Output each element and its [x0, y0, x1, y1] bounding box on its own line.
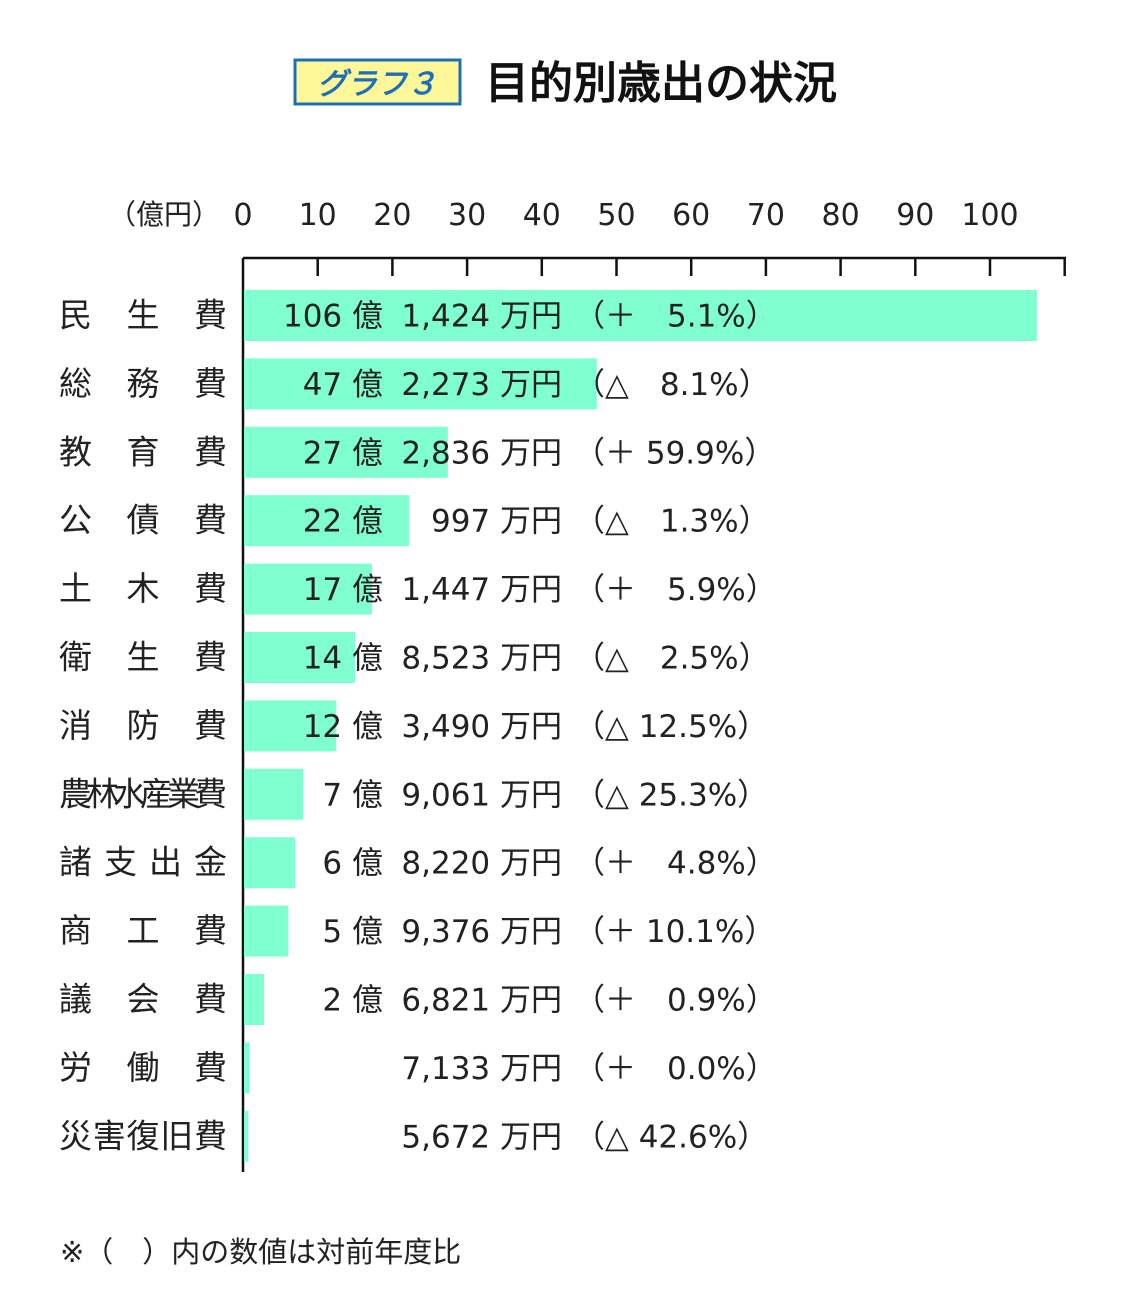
chart-title: 目的別歳出の状況 [485, 58, 837, 109]
x-tick-label: 90 [896, 198, 934, 233]
value-label-man: 3,490 万円 [401, 709, 562, 745]
value-label-man: 6,821 万円 [401, 983, 562, 1019]
bar [244, 563, 373, 615]
x-tick-label: 100 [961, 198, 1018, 233]
bar [244, 1110, 249, 1162]
x-tick-label: 0 [233, 198, 252, 233]
x-axis-ticks: 0 10 20 30 40 50 60 70 80 90 100 [233, 198, 1066, 276]
title-badge [293, 58, 462, 106]
value-label-change: （△ 42.6%） [574, 1119, 768, 1155]
x-tick-label: 10 [299, 198, 337, 233]
value-label-man: 2,273 万円 [401, 367, 562, 403]
value-label-man: 9,061 万円 [401, 777, 562, 813]
value-label-change: （＋ 4.8%） [574, 846, 777, 882]
value-label-oku: 12 億 [303, 709, 383, 745]
value-label-change: （△ 2.5%） [574, 641, 770, 677]
x-tick-label: 50 [597, 198, 635, 233]
category-label: 災害復旧費 [59, 1116, 227, 1155]
x-tick-label: 20 [373, 198, 411, 233]
value-label-change: （＋ 5.1%） [574, 299, 777, 335]
bar [244, 905, 289, 957]
value-label-oku: 27 億 [303, 435, 383, 471]
category-label: 土 木 費 [59, 569, 227, 608]
value-label-man: 9,376 万円 [401, 914, 562, 950]
x-tick-label: 40 [523, 198, 561, 233]
value-label-change: （＋ 0.9%） [574, 983, 777, 1019]
category-label: 衛 生 費 [59, 638, 227, 677]
value-label-man: 997 万円 [431, 504, 562, 540]
value-label-oku: 106 億 [283, 299, 383, 335]
value-label-oku: 22 億 [303, 504, 383, 540]
bar [244, 426, 448, 478]
category-label: 消 防 費 [59, 706, 227, 745]
value-label-oku: 17 億 [303, 572, 383, 608]
value-label-man: 8,220 万円 [401, 846, 562, 882]
bar [244, 700, 337, 752]
value-label-oku: 7 億 [322, 777, 383, 813]
bars-group [244, 290, 1037, 1162]
unit-label: （億円） [108, 198, 220, 231]
bar [244, 358, 597, 410]
value-label-oku: 5 億 [322, 914, 383, 950]
value-label-change: （＋ 5.9%） [574, 572, 777, 608]
value-label-change: （＋ 10.1%） [574, 914, 775, 950]
value-label-change: （＋ 59.9%） [574, 435, 775, 471]
bar [244, 290, 1037, 341]
category-label: 農林水産業費 [59, 774, 227, 813]
bar [244, 632, 355, 683]
bar [244, 1042, 250, 1094]
bar [244, 768, 304, 820]
category-label: 公 債 費 [59, 501, 227, 540]
value-label-man: 7,133 万円 [401, 1051, 562, 1087]
value-label-man: 1,447 万円 [401, 572, 562, 608]
x-tick-label: 80 [822, 198, 860, 233]
category-label: 議 会 費 [59, 980, 227, 1019]
category-label: 商 工 費 [59, 911, 227, 950]
x-tick-label: 70 [747, 198, 785, 233]
category-label: 教 育 費 [59, 432, 227, 471]
value-label-change: （△ 25.3%） [574, 777, 768, 813]
x-tick-label: 30 [448, 198, 486, 233]
category-label: 民 生 費 [59, 296, 227, 335]
labels-group: 民 生 費 106 億 1,424 万円 （＋ 5.1%） 総 務 費 47 億 2,273… [59, 296, 777, 1156]
value-label-oku: 14 億 [303, 641, 383, 677]
value-label-man: 2,836 万円 [401, 435, 562, 471]
x-tick-label: 60 [672, 198, 710, 233]
value-label-change: （△ 8.1%） [574, 367, 770, 403]
value-label-man: 5,672 万円 [401, 1119, 562, 1155]
value-label-change: （△ 1.3%） [574, 504, 770, 540]
bar [244, 974, 265, 1025]
title-badge-text: グラフ３ [317, 67, 437, 102]
footnote: ※（ ）内の数値は対前年度比 [60, 1235, 461, 1269]
bar [244, 837, 295, 889]
bar [244, 495, 410, 547]
category-label: 労 働 費 [59, 1048, 227, 1087]
value-label-oku: 6 億 [322, 846, 383, 882]
value-label-man: 8,523 万円 [401, 641, 562, 677]
category-label: 総 務 費 [59, 364, 227, 403]
category-label: 諸支出金 [59, 843, 227, 882]
value-label-oku: 47 億 [303, 367, 383, 403]
value-label-oku: 2 億 [322, 983, 383, 1019]
value-label-change: （＋ 0.0%） [574, 1051, 777, 1087]
value-label-change: （△ 12.5%） [574, 709, 768, 745]
value-label-man: 1,424 万円 [401, 299, 562, 335]
